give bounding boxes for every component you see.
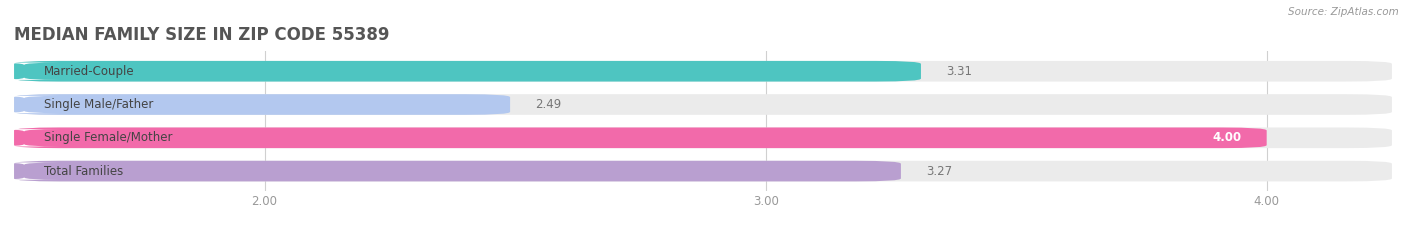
FancyBboxPatch shape xyxy=(14,61,1392,82)
FancyBboxPatch shape xyxy=(14,161,901,182)
FancyBboxPatch shape xyxy=(14,94,1392,115)
Text: Married-Couple: Married-Couple xyxy=(44,65,135,78)
FancyBboxPatch shape xyxy=(14,127,1267,148)
Text: 2.49: 2.49 xyxy=(536,98,561,111)
Text: Source: ZipAtlas.com: Source: ZipAtlas.com xyxy=(1288,7,1399,17)
Text: 4.00: 4.00 xyxy=(1212,131,1241,144)
Text: 3.31: 3.31 xyxy=(946,65,972,78)
FancyBboxPatch shape xyxy=(0,129,60,147)
Text: Single Female/Mother: Single Female/Mother xyxy=(44,131,173,144)
FancyBboxPatch shape xyxy=(0,162,60,180)
FancyBboxPatch shape xyxy=(14,127,1392,148)
Text: Total Families: Total Families xyxy=(44,164,124,178)
FancyBboxPatch shape xyxy=(14,161,1392,182)
Text: Single Male/Father: Single Male/Father xyxy=(44,98,153,111)
FancyBboxPatch shape xyxy=(0,96,60,113)
FancyBboxPatch shape xyxy=(0,63,60,80)
Text: 3.27: 3.27 xyxy=(927,164,952,178)
Text: MEDIAN FAMILY SIZE IN ZIP CODE 55389: MEDIAN FAMILY SIZE IN ZIP CODE 55389 xyxy=(14,26,389,44)
FancyBboxPatch shape xyxy=(14,94,510,115)
FancyBboxPatch shape xyxy=(14,61,921,82)
